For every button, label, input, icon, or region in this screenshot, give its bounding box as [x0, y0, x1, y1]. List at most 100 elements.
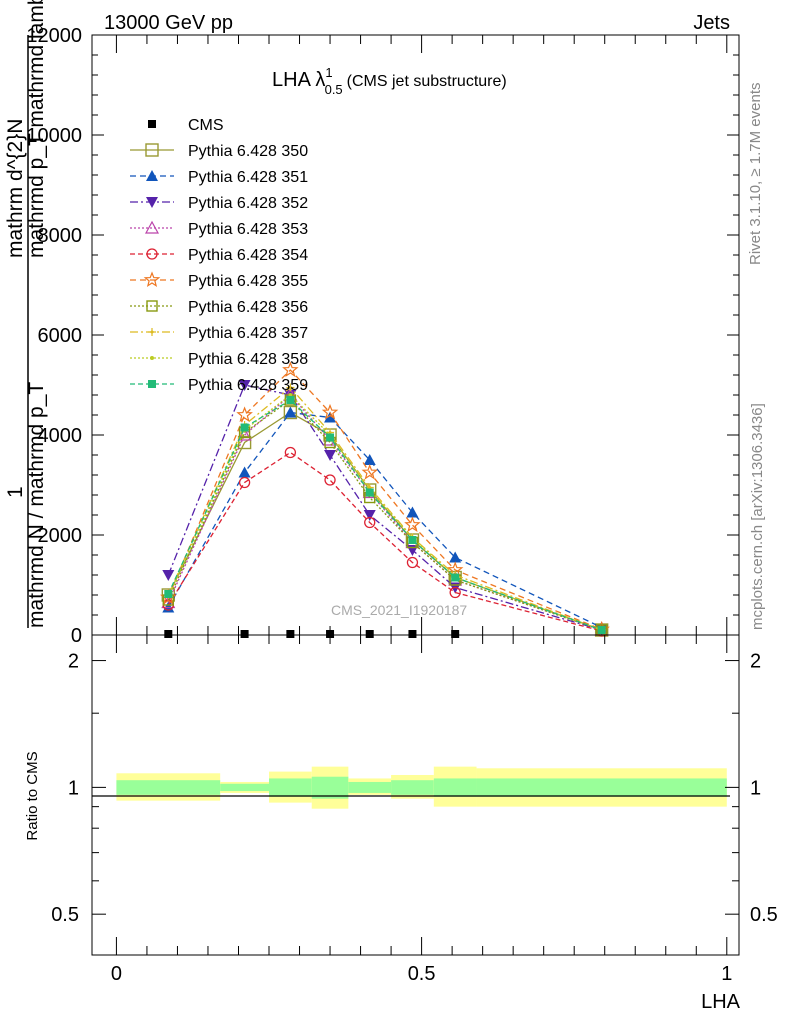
main-y-tick-label: 10000 — [26, 125, 82, 147]
series-point — [321, 403, 339, 420]
series-point — [408, 536, 417, 544]
ratio-inner-band — [220, 783, 270, 792]
legend-marker — [145, 143, 159, 157]
series-point — [597, 626, 606, 634]
legend-entry: Pythia 6.428 353 — [130, 220, 308, 238]
ylabel-denominator: mathrmd N / mathrmd p_T — [25, 382, 48, 628]
rivet-version-label: Rivet 3.1.10, ≥ 1.7M events — [747, 83, 764, 266]
legend-entry: Pythia 6.428 358 — [130, 351, 308, 368]
main-y-axis-label: mathrm d^{2}N mathrmd p_T mathrmd lambda… — [4, 0, 48, 628]
series-point — [363, 510, 376, 521]
series-point — [286, 396, 295, 404]
main-title: LHA λ1 0.5 (CMS jet substructure) — [272, 65, 507, 97]
legend-label: Pythia 6.428 351 — [188, 169, 308, 186]
main-series-layer — [159, 361, 610, 637]
x-axis-label: LHA — [701, 991, 741, 1013]
legend-label: Pythia 6.428 357 — [188, 325, 308, 342]
ratio-inner-band — [433, 778, 477, 797]
series-point — [404, 516, 421, 533]
main-y-tick-label: 4000 — [38, 425, 83, 447]
legend-entry: Pythia 6.428 355 — [130, 271, 308, 290]
ratio-y-tick-label: 1 — [68, 777, 79, 799]
ratio-y-tick-label: 2 — [68, 651, 79, 673]
ratio-plot-frame — [91, 634, 740, 956]
cms-data-point — [164, 630, 173, 638]
cms-data-point — [408, 630, 417, 638]
series-point — [324, 411, 337, 423]
legend-label: Pythia 6.428 356 — [188, 299, 308, 316]
series-point — [365, 488, 374, 497]
series-point — [237, 427, 252, 441]
cms-data-point — [451, 630, 460, 638]
series-line — [167, 399, 602, 631]
series-point — [449, 551, 462, 563]
series-line — [167, 384, 602, 631]
legend-marker — [148, 380, 156, 388]
ratio-inner-band — [311, 776, 349, 799]
series-line — [167, 394, 602, 631]
ratio-inner-band — [269, 778, 312, 797]
legend-marker — [150, 330, 154, 334]
analysis-watermark: CMS_2021_I1920187 — [331, 602, 467, 618]
legend-label: Pythia 6.428 350 — [188, 143, 308, 160]
header-right: Jets — [693, 12, 730, 34]
series-point — [284, 406, 297, 418]
legend-entry: Pythia 6.428 356 — [130, 299, 308, 316]
legend-label: CMS — [188, 117, 224, 134]
series-point — [324, 474, 336, 486]
main-y-tick-label: 8000 — [38, 225, 83, 247]
series-355 — [159, 361, 610, 637]
legend-marker — [146, 197, 158, 208]
ratio-x-tick-label: 1 — [721, 963, 732, 985]
cms-data-point — [286, 630, 295, 638]
series-point — [363, 454, 376, 465]
series-point — [326, 433, 335, 442]
series-point — [406, 506, 419, 518]
legend-label: Pythia 6.428 355 — [188, 273, 308, 290]
series-point — [238, 380, 251, 391]
main-y-tick-label: 12000 — [26, 25, 82, 47]
series-358 — [166, 393, 604, 632]
legend-entry: Pythia 6.428 359 — [130, 377, 308, 394]
legend-marker — [148, 120, 156, 128]
ratio-x-tick-label: 0.5 — [408, 963, 436, 985]
cms-data-point — [365, 630, 374, 638]
series-point — [236, 406, 253, 423]
legend-entry: Pythia 6.428 357 — [130, 325, 308, 342]
series-point — [324, 450, 337, 461]
ratio-inner-band — [476, 778, 727, 797]
legend-marker — [146, 300, 158, 312]
series-point — [240, 423, 249, 432]
legend-entry: Pythia 6.428 351 — [130, 169, 308, 186]
header-left: 13000 GeV pp — [104, 12, 233, 34]
ratio-inner-band — [348, 781, 392, 793]
main-plot-panel: CMS_2021_I1920187 0 2000 4000 6000 8000 10000… — [4, 0, 740, 647]
legend-marker — [146, 170, 158, 181]
series-point — [288, 386, 292, 389]
series-point — [449, 586, 461, 599]
legend-label: Pythia 6.428 354 — [188, 247, 308, 264]
ratio-y-tick-label-right: 0.5 — [750, 904, 778, 926]
series-point — [238, 476, 251, 489]
legend-entry: CMS — [148, 117, 224, 134]
cms-reference-points — [164, 630, 460, 638]
series-line — [167, 451, 602, 632]
legend-label: Pythia 6.428 352 — [188, 195, 308, 212]
legend-marker — [143, 271, 161, 288]
series-point — [238, 466, 251, 478]
ratio-inner-band — [391, 780, 434, 795]
cms-data-point — [240, 630, 249, 638]
series-point — [406, 556, 419, 569]
main-y-tick-label: 6000 — [38, 325, 83, 347]
series-line — [167, 394, 602, 631]
legend-entry: Pythia 6.428 354 — [130, 247, 308, 264]
ratio-plot-panel: 0 0.5 1 0.5 0.5 1 1 2 2 Ratio to CMS LHA — [24, 634, 778, 1013]
ratio-y-tick-label-right: 1 — [750, 777, 761, 799]
main-y-tick-label: 2000 — [38, 525, 83, 547]
series-351 — [162, 406, 608, 633]
legend-entry: Pythia 6.428 350 — [130, 143, 308, 160]
ylabel-numerator-frac: mathrm d^{2}N — [4, 119, 27, 258]
legend-marker — [150, 356, 154, 360]
series-point — [162, 570, 175, 581]
